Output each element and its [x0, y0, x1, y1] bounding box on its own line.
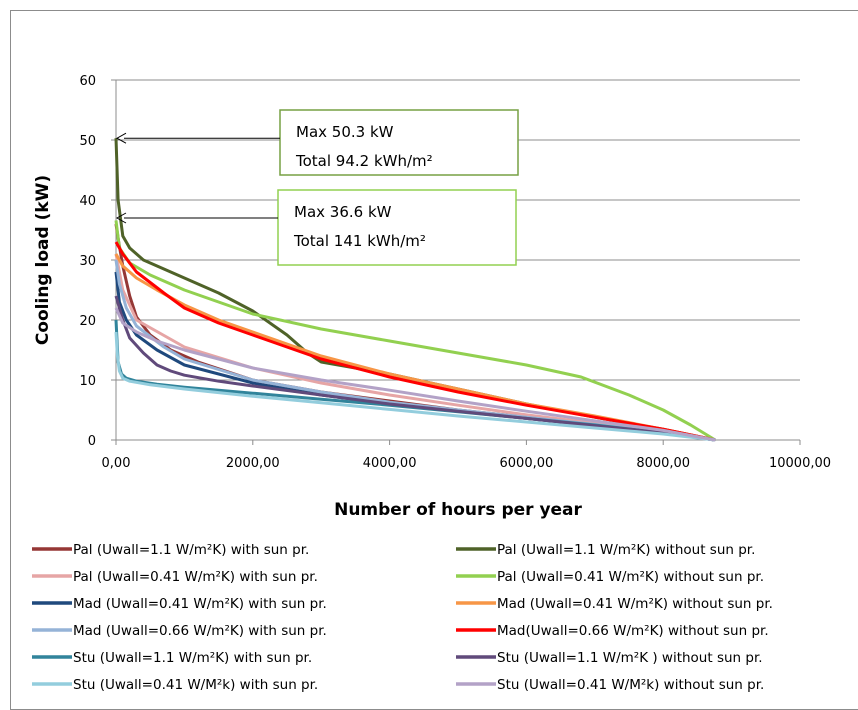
y-tick-labels: 0 10 20 30 40 50 60 [79, 74, 96, 449]
legend-label: Pal (Uwall=0.41 W/m²K) without sun pr. [497, 569, 764, 585]
legend-label: Pal (Uwall=0.41 W/m²K) with sun pr. [73, 569, 318, 585]
y-tick-label: 30 [79, 254, 96, 269]
y-tick-label: 40 [79, 194, 96, 209]
x-tick-label: 0,00 [102, 456, 131, 471]
x-tick-label: 2000,00 [226, 456, 280, 471]
x-axis-label: Number of hours per year [334, 500, 582, 520]
legend-label: Pal (Uwall=1.1 W/m²K) without sun pr. [497, 542, 755, 558]
x-tick-label: 8000,00 [636, 456, 690, 471]
legend-label: Stu (Uwall=1.1 W/m²K) with sun pr. [73, 650, 312, 666]
annotation-max-text: Max 50.3 kW [296, 123, 394, 141]
annotation-max-text: Max 36.6 kW [294, 203, 392, 221]
y-tick-label: 50 [79, 134, 96, 149]
legend-label: Mad(Uwall=0.66 W/m²K) without sun pr. [497, 623, 769, 639]
series-line-4 [114, 220, 716, 442]
legend-label: Pal (Uwall=1.1 W/m²K) with sun pr. [73, 542, 309, 558]
legend-label: Stu (Uwall=0.41 W/M²k) with sun pr. [73, 677, 318, 693]
arrow-head-icon [115, 212, 127, 224]
annotation-total-text: Total 141 kWh/m² [293, 232, 426, 250]
legend-label: Stu (Uwall=0.41 W/M²k) without sun pr. [497, 677, 764, 693]
x-tick-label: 10000,00 [769, 456, 831, 471]
series-line-11 [114, 331, 716, 442]
x-tick-label: 6000,00 [500, 456, 554, 471]
arrow-head-icon [115, 132, 127, 144]
legend-label: Stu (Uwall=1.1 W/m²K ) without sun pr. [497, 650, 763, 666]
y-tick-label: 60 [79, 74, 96, 89]
annotations: Max 50.3 kW Total 94.2 kWh/m² Max 36.6 kW T… [115, 109, 519, 266]
annotation-total-text: Total 94.2 kWh/m² [295, 152, 433, 170]
series-line-12 [114, 307, 716, 442]
legend: Pal (Uwall=1.1 W/m²K) with sun pr. Pal (U… [32, 542, 773, 693]
legend-label: Mad (Uwall=0.41 W/m²K) with sun pr. [73, 596, 327, 612]
x-tick-labels: 0,00 2000,00 4000,00 6000,00 8000,00 10000,00 [102, 456, 831, 471]
annotation-box [277, 189, 517, 266]
legend-label: Mad (Uwall=0.66 W/m²K) with sun pr. [73, 623, 327, 639]
y-tick-label: 10 [79, 374, 96, 389]
series-lines [114, 138, 716, 442]
series-line-8 [114, 241, 716, 442]
y-axis-label: Cooling load (kW) [33, 175, 53, 345]
x-tick-label: 4000,00 [363, 456, 417, 471]
annotation-box [279, 109, 519, 176]
y-tick-label: 0 [88, 434, 96, 449]
legend-label: Mad (Uwall=0.41 W/m²K) without sun pr. [497, 596, 773, 612]
y-tick-label: 20 [79, 314, 96, 329]
series-line-10 [114, 295, 716, 442]
